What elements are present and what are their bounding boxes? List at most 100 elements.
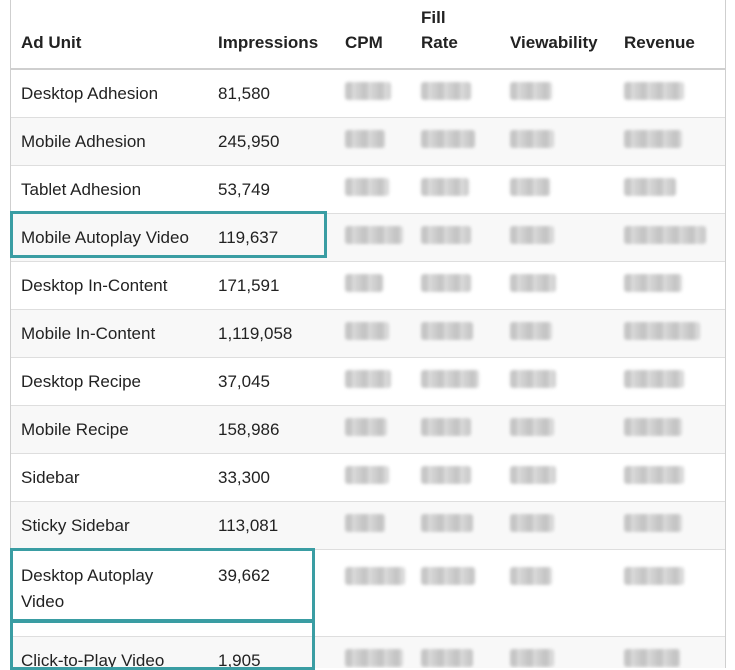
cell-fill-rate-redacted [421,501,510,550]
cell-viewability-redacted [510,69,624,118]
cell-cpm-redacted [345,165,421,214]
table-body: Desktop Adhesion 81,580 Mobile Adhesion 245… [11,69,725,668]
redacted-value [510,418,554,436]
cell-viewability-redacted [510,213,624,262]
cell-revenue-redacted [624,261,725,310]
redacted-value [510,130,554,148]
cell-impressions: 245,950 [218,117,345,166]
redacted-value [345,514,385,532]
cell-cpm-redacted [345,405,421,454]
redacted-value [421,178,469,196]
cell-fill-rate-redacted [421,636,510,668]
cell-revenue-redacted [624,453,725,502]
cell-impressions: 37,045 [218,357,345,406]
cell-fill-rate-redacted [421,357,510,406]
redacted-value [421,274,471,292]
cell-ad-unit: Tablet Adhesion [11,165,218,214]
redacted-value [510,226,554,244]
redacted-value [624,649,680,667]
table-row: Desktop Recipe 37,045 [11,357,725,406]
cell-revenue-redacted [624,549,725,637]
cell-ad-unit: Mobile In-Content [11,309,218,358]
table-row: Tablet Adhesion 53,749 [11,165,725,214]
cell-cpm-redacted [345,117,421,166]
cell-ad-unit: Click-to-Play Video [11,636,218,668]
cell-viewability-redacted [510,165,624,214]
table-row: Mobile Autoplay Video 119,637 [11,213,725,262]
cell-fill-rate-redacted [421,405,510,454]
redacted-value [510,649,554,667]
cell-fill-rate-redacted [421,165,510,214]
redacted-value [345,130,385,148]
redacted-value [421,567,475,585]
table-row: Sidebar 33,300 [11,453,725,502]
cell-revenue-redacted [624,309,725,358]
cell-cpm-redacted [345,549,421,637]
redacted-value [345,274,383,292]
redacted-value [345,226,403,244]
table-row: Mobile In-Content 1,119,058 [11,309,725,358]
cell-fill-rate-redacted [421,213,510,262]
cell-impressions: 119,637 [218,213,345,262]
cell-impressions: 53,749 [218,165,345,214]
table-row: Desktop In-Content 171,591 [11,261,725,310]
header-viewability[interactable]: Viewability [510,0,624,70]
cell-impressions: 1,119,058 [218,309,345,358]
redacted-value [421,418,471,436]
header-impressions[interactable]: Impressions [218,0,345,70]
cell-impressions: 1,905 [218,636,345,668]
cell-cpm-redacted [345,453,421,502]
redacted-value [421,466,471,484]
table-row: Desktop Adhesion 81,580 [11,69,725,118]
cell-revenue-redacted [624,213,725,262]
table-row: Click-to-Play Video 1,905 [11,636,725,668]
redacted-value [510,322,552,340]
redacted-value [345,649,403,667]
cell-ad-unit: Mobile Adhesion [11,117,218,166]
cell-ad-unit: Sticky Sidebar [11,501,218,550]
redacted-value [510,466,556,484]
cell-cpm-redacted [345,501,421,550]
cell-ad-unit: Desktop Recipe [11,357,218,406]
redacted-value [421,649,473,667]
header-ad-unit[interactable]: Ad Unit [11,0,218,70]
redacted-value [345,418,387,436]
redacted-value [624,274,682,292]
cell-revenue-redacted [624,405,725,454]
table-header-row: Ad Unit Impressions CPM Fill Rate Viewab… [11,0,725,70]
cell-cpm-redacted [345,309,421,358]
redacted-value [624,466,684,484]
table-row: Desktop Autoplay Video 39,662 [11,549,725,637]
redacted-value [510,274,556,292]
cell-revenue-redacted [624,636,725,668]
redacted-value [421,82,471,100]
cell-viewability-redacted [510,357,624,406]
redacted-value [345,567,405,585]
cell-viewability-redacted [510,549,624,637]
cell-impressions: 171,591 [218,261,345,310]
cell-impressions: 39,662 [218,549,345,637]
header-cpm[interactable]: CPM [345,0,421,70]
header-fill-rate[interactable]: Fill Rate [421,0,510,70]
redacted-value [421,370,479,388]
redacted-value [624,418,682,436]
redacted-value [421,226,471,244]
cell-impressions: 81,580 [218,69,345,118]
redacted-value [345,82,391,100]
header-fill-rate-label: Fill Rate [421,8,458,52]
redacted-value [345,322,389,340]
cell-viewability-redacted [510,453,624,502]
cell-revenue-redacted [624,357,725,406]
table-row: Mobile Adhesion 245,950 [11,117,725,166]
header-revenue[interactable]: Revenue [624,0,725,70]
cell-fill-rate-redacted [421,117,510,166]
redacted-value [510,514,554,532]
cell-ad-unit: Desktop Autoplay Video [11,549,218,637]
table-row: Mobile Recipe 158,986 [11,405,725,454]
cell-revenue-redacted [624,69,725,118]
redacted-value [624,514,682,532]
cell-impressions: 33,300 [218,453,345,502]
redacted-value [624,82,684,100]
cell-viewability-redacted [510,636,624,668]
cell-impressions: 113,081 [218,501,345,550]
